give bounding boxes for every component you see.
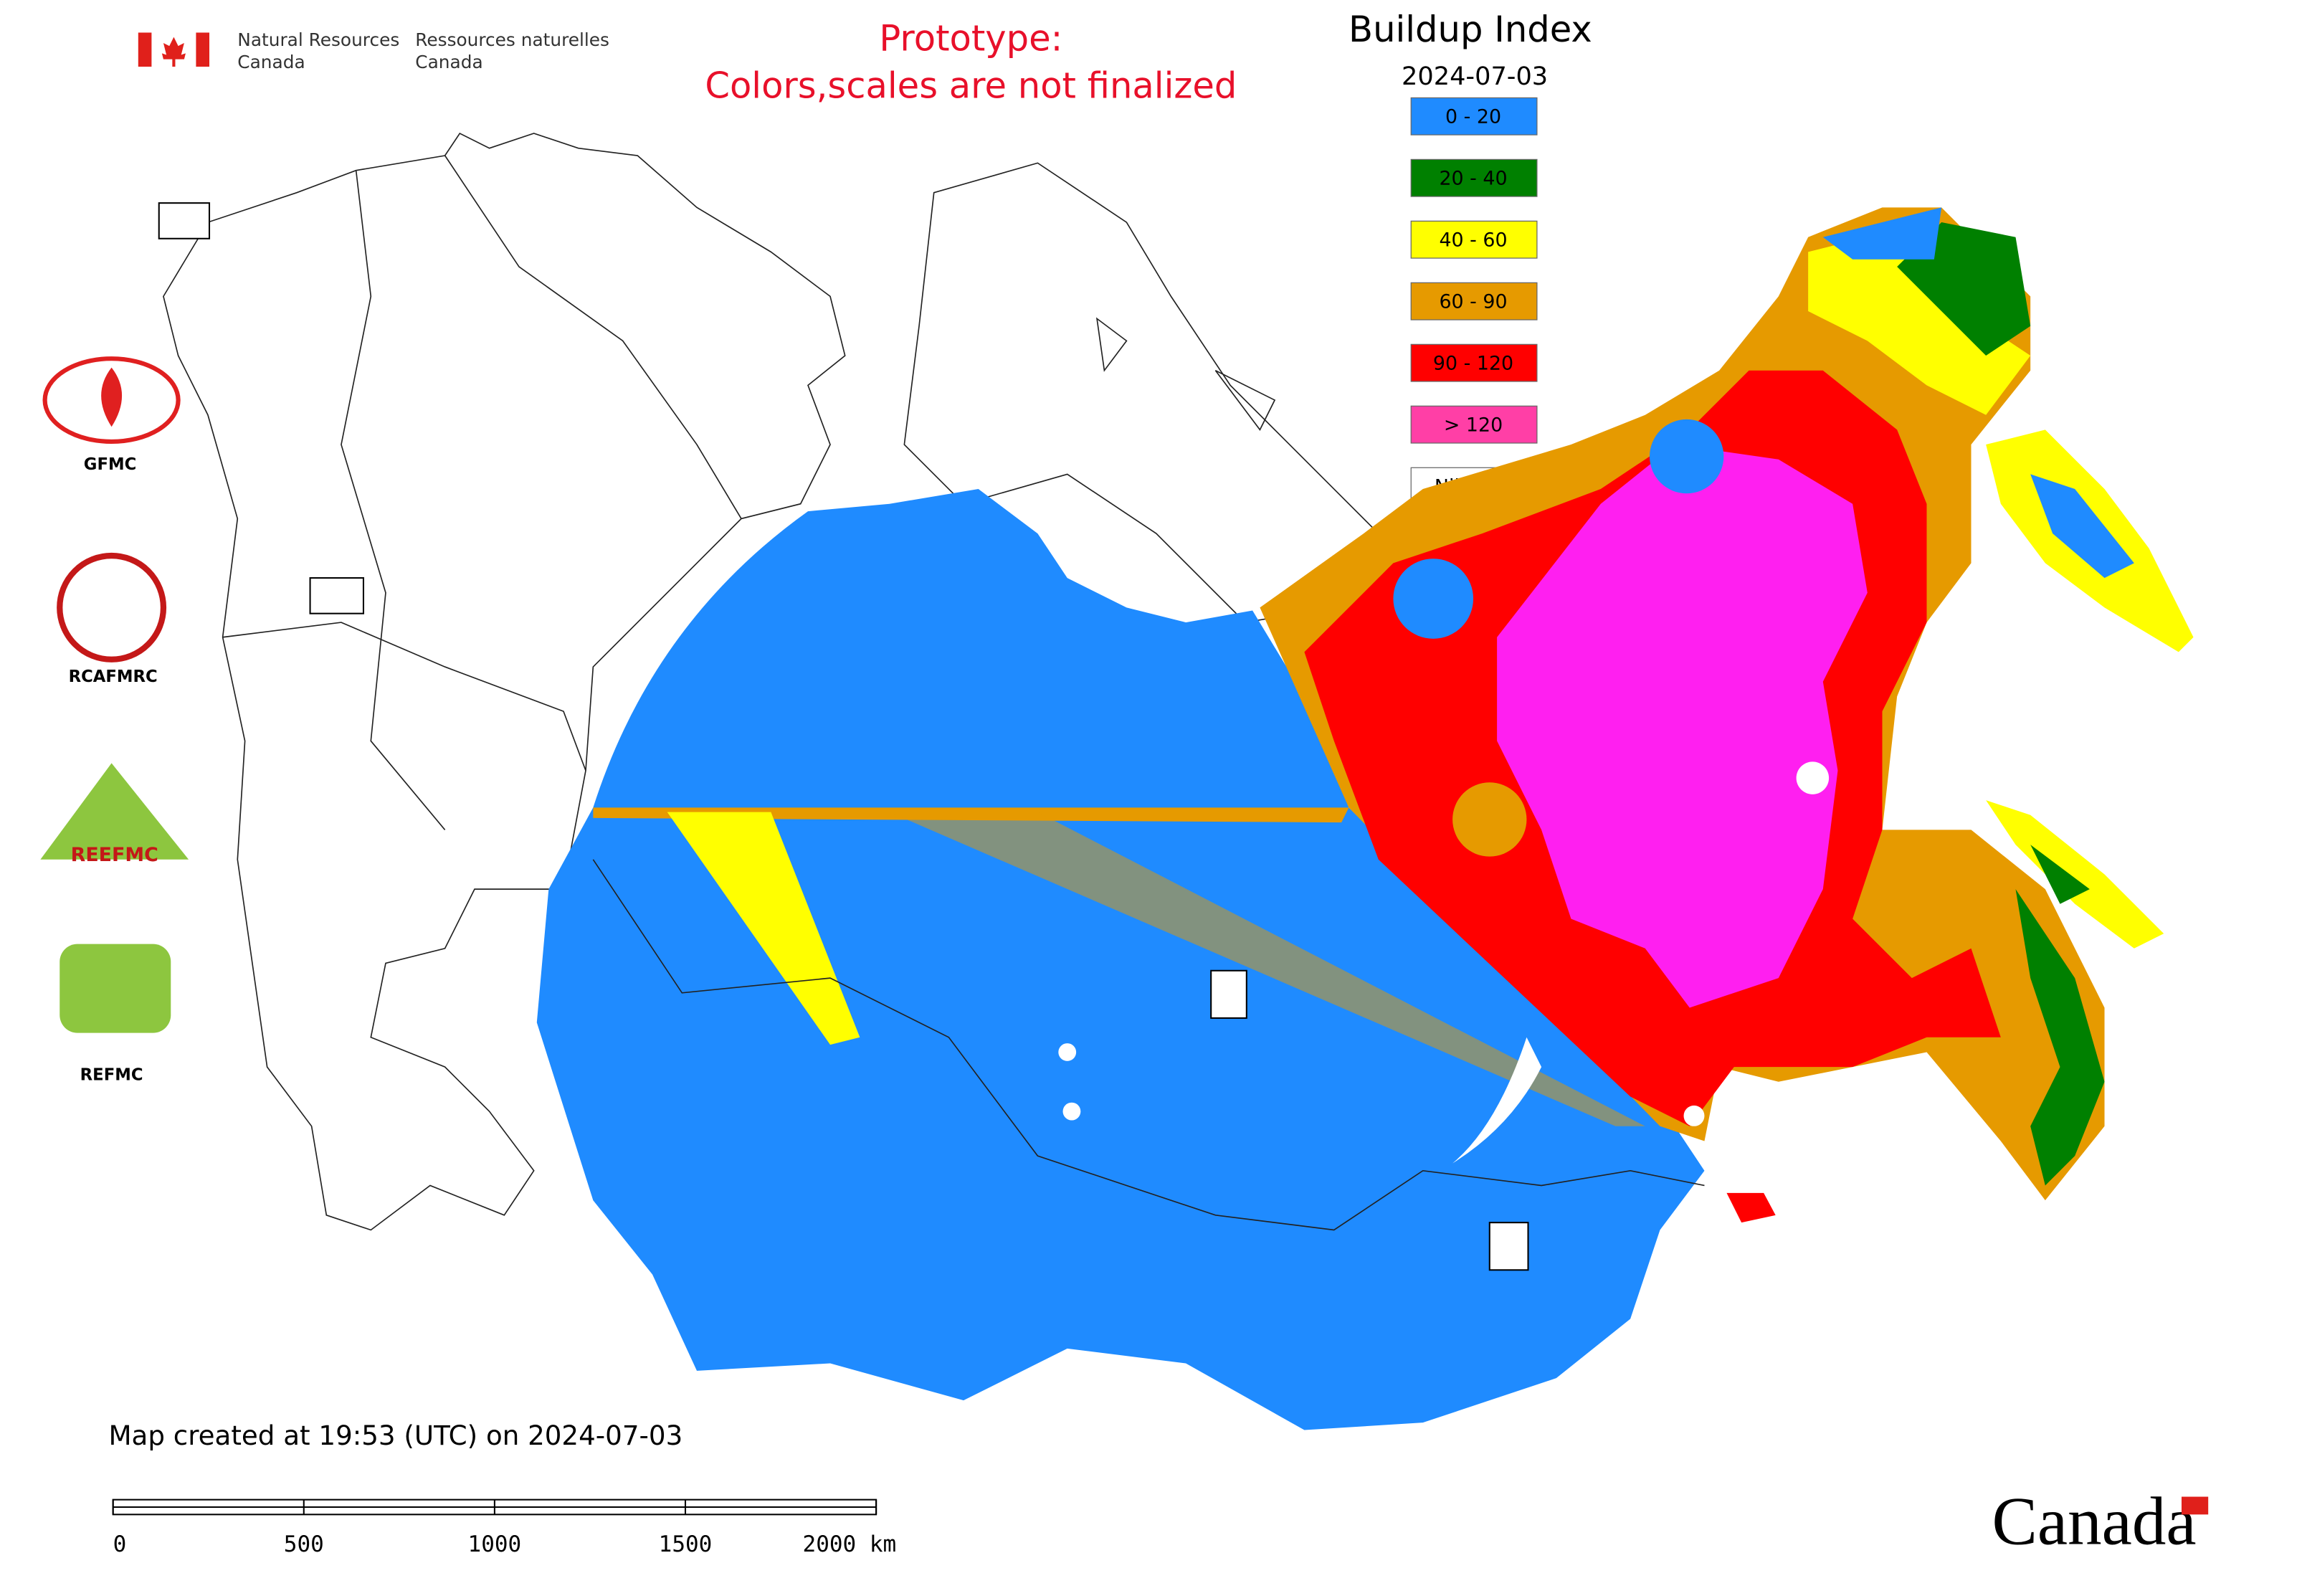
border (222, 622, 586, 771)
legend-date: 2024-07-03 (1402, 62, 1548, 91)
legend: 0 - 20 20 - 40 40 - 60 60 - 90 90 - 120 > 120… (1410, 97, 1538, 505)
stripe (667, 812, 860, 1045)
circle-low (1393, 559, 1474, 639)
legend-swatch (1410, 343, 1538, 382)
logo-reefmc (40, 763, 189, 860)
border (444, 155, 742, 519)
creation-note: Map created at 19:53 (UTC) on 2024-07-03 (108, 1420, 682, 1451)
scale-label: 2000 km (803, 1531, 897, 1557)
lake (1452, 1037, 1542, 1164)
region-low (536, 489, 1705, 1430)
notice: Colors,scales are not finalized (705, 65, 1237, 106)
legend-swatch (1410, 282, 1538, 320)
island-green (2030, 845, 2090, 904)
stripe (889, 812, 1645, 1126)
flag-bar (196, 32, 210, 67)
region-low (1822, 207, 1942, 260)
logo-marker (158, 202, 211, 239)
nil-circle (1062, 1102, 1081, 1121)
nil-circle (1683, 1105, 1705, 1126)
logo-label: REEFMC (71, 844, 158, 866)
logo-label: REFMC (80, 1066, 143, 1085)
peninsula-low (2030, 474, 2134, 579)
region-extreme (1497, 445, 1868, 1008)
agency-en: Canada (237, 52, 305, 72)
notice: Prototype: (879, 17, 1062, 59)
logo-marker (309, 577, 365, 614)
country-outline (163, 132, 846, 1231)
coast-green (2015, 889, 2105, 1186)
agency-fr: Canada (415, 52, 482, 72)
logo-marker (1210, 969, 1247, 1019)
flag-bar (138, 32, 152, 67)
logo-flame (101, 367, 123, 427)
legend-label: > 120 (1444, 414, 1503, 436)
logo-marker (1488, 1222, 1529, 1271)
scale-label: 1500 (659, 1531, 713, 1557)
legend-title: Buildup Index (1349, 9, 1592, 50)
scale-label: 500 (284, 1531, 324, 1557)
nil-circle (1796, 761, 1830, 794)
logo-label: GFMC (84, 455, 136, 474)
circle-low (1649, 419, 1724, 494)
legend-label: 0 - 20 (1445, 106, 1501, 128)
legend-swatch (1410, 97, 1538, 136)
agency-fr: Ressources naturelles (415, 29, 609, 50)
scale-bar: 0 500 1000 1500 2000 km (112, 1498, 897, 1557)
legend-label: 20 - 40 (1439, 168, 1507, 190)
canada-wordmark: Canada (1992, 1483, 2197, 1559)
border (592, 859, 1705, 1231)
island-high (1726, 1192, 1776, 1223)
region-mid (1808, 222, 2031, 415)
legend-label: 60 - 90 (1439, 290, 1507, 313)
legend-label: 90 - 120 (1433, 352, 1513, 374)
logo-label: RCAFMRC (69, 668, 158, 686)
border (341, 170, 446, 830)
agency-en: Natural Resources (237, 29, 399, 50)
maple-leaf (161, 37, 186, 67)
island-outline (1095, 317, 1276, 431)
island-region (1986, 800, 2164, 949)
logo-gfmc (42, 356, 181, 445)
logo-rcafmrc (57, 552, 167, 662)
nil-circle (1058, 1043, 1077, 1061)
legend-swatch (1410, 158, 1538, 197)
scale-label: 0 (113, 1531, 127, 1557)
logo-refmc (60, 944, 171, 1033)
legend-swatch (1410, 405, 1538, 444)
circle-moderate (1452, 782, 1527, 857)
canada-flag (138, 32, 210, 67)
wordmark-flag (2181, 1496, 2209, 1515)
legend-label: 40 - 60 (1439, 229, 1507, 252)
legend-swatch (1410, 220, 1538, 259)
scale-label: 1000 (468, 1531, 522, 1557)
